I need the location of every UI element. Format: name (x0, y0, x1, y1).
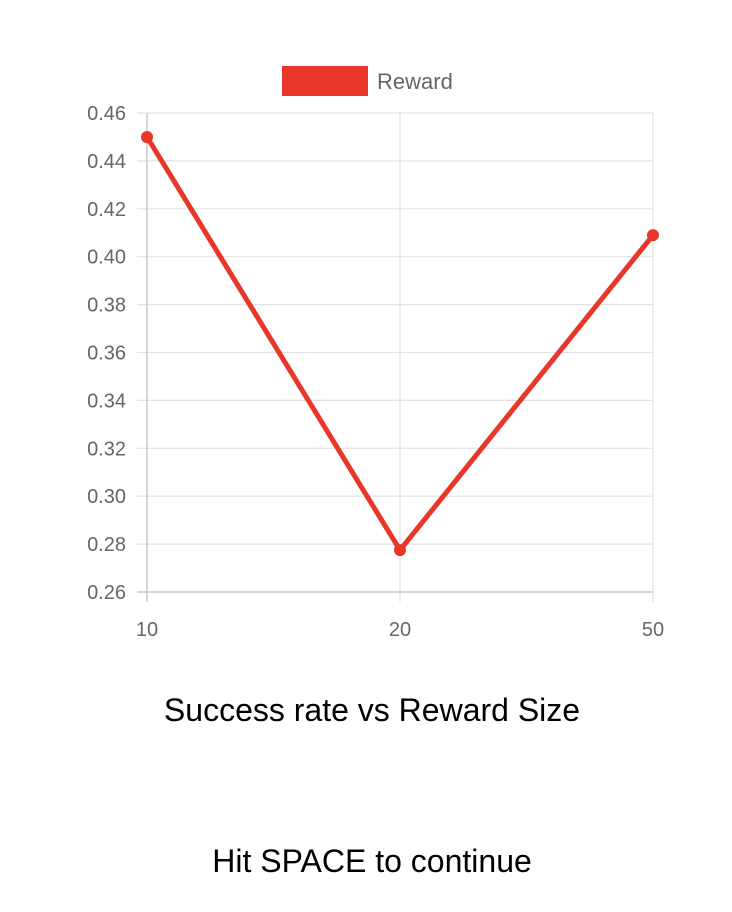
y-tick-label: 0.34 (87, 390, 126, 412)
data-point (394, 544, 406, 557)
data-point (647, 229, 659, 242)
legend-swatch-reward (282, 66, 368, 96)
x-tick-label: 20 (389, 619, 411, 641)
continue-prompt: Hit SPACE to continue (212, 843, 532, 879)
x-tick-label: 50 (642, 619, 664, 641)
chart-caption: Success rate vs Reward Size (163, 692, 581, 728)
data-point (141, 130, 153, 143)
chart-series (141, 130, 659, 557)
y-tick-label: 0.42 (87, 199, 126, 221)
y-tick-label: 0.40 (87, 247, 126, 269)
chart-axes: 0.46 0.44 0.42 0.40 0.38 0.36 0.34 0.32 0.30 0.28… (87, 103, 664, 641)
x-tick-label: 10 (136, 619, 158, 641)
y-tick-label: 0.32 (87, 438, 126, 460)
y-tick-label: 0.26 (87, 582, 126, 604)
y-tick-label: 0.46 (87, 103, 126, 125)
chart-legend: Reward (282, 66, 453, 96)
y-tick-label: 0.30 (87, 486, 126, 508)
chart-grid (137, 112, 654, 602)
y-tick-label: 0.38 (87, 295, 126, 317)
legend-label-reward: Reward (377, 69, 453, 94)
y-tick-label: 0.36 (87, 343, 126, 365)
line-chart: 0.46 0.44 0.42 0.40 0.38 0.36 0.34 0.32 0.30 0.28… (87, 66, 664, 641)
y-tick-label: 0.28 (87, 534, 126, 556)
y-tick-label: 0.44 (87, 151, 126, 173)
